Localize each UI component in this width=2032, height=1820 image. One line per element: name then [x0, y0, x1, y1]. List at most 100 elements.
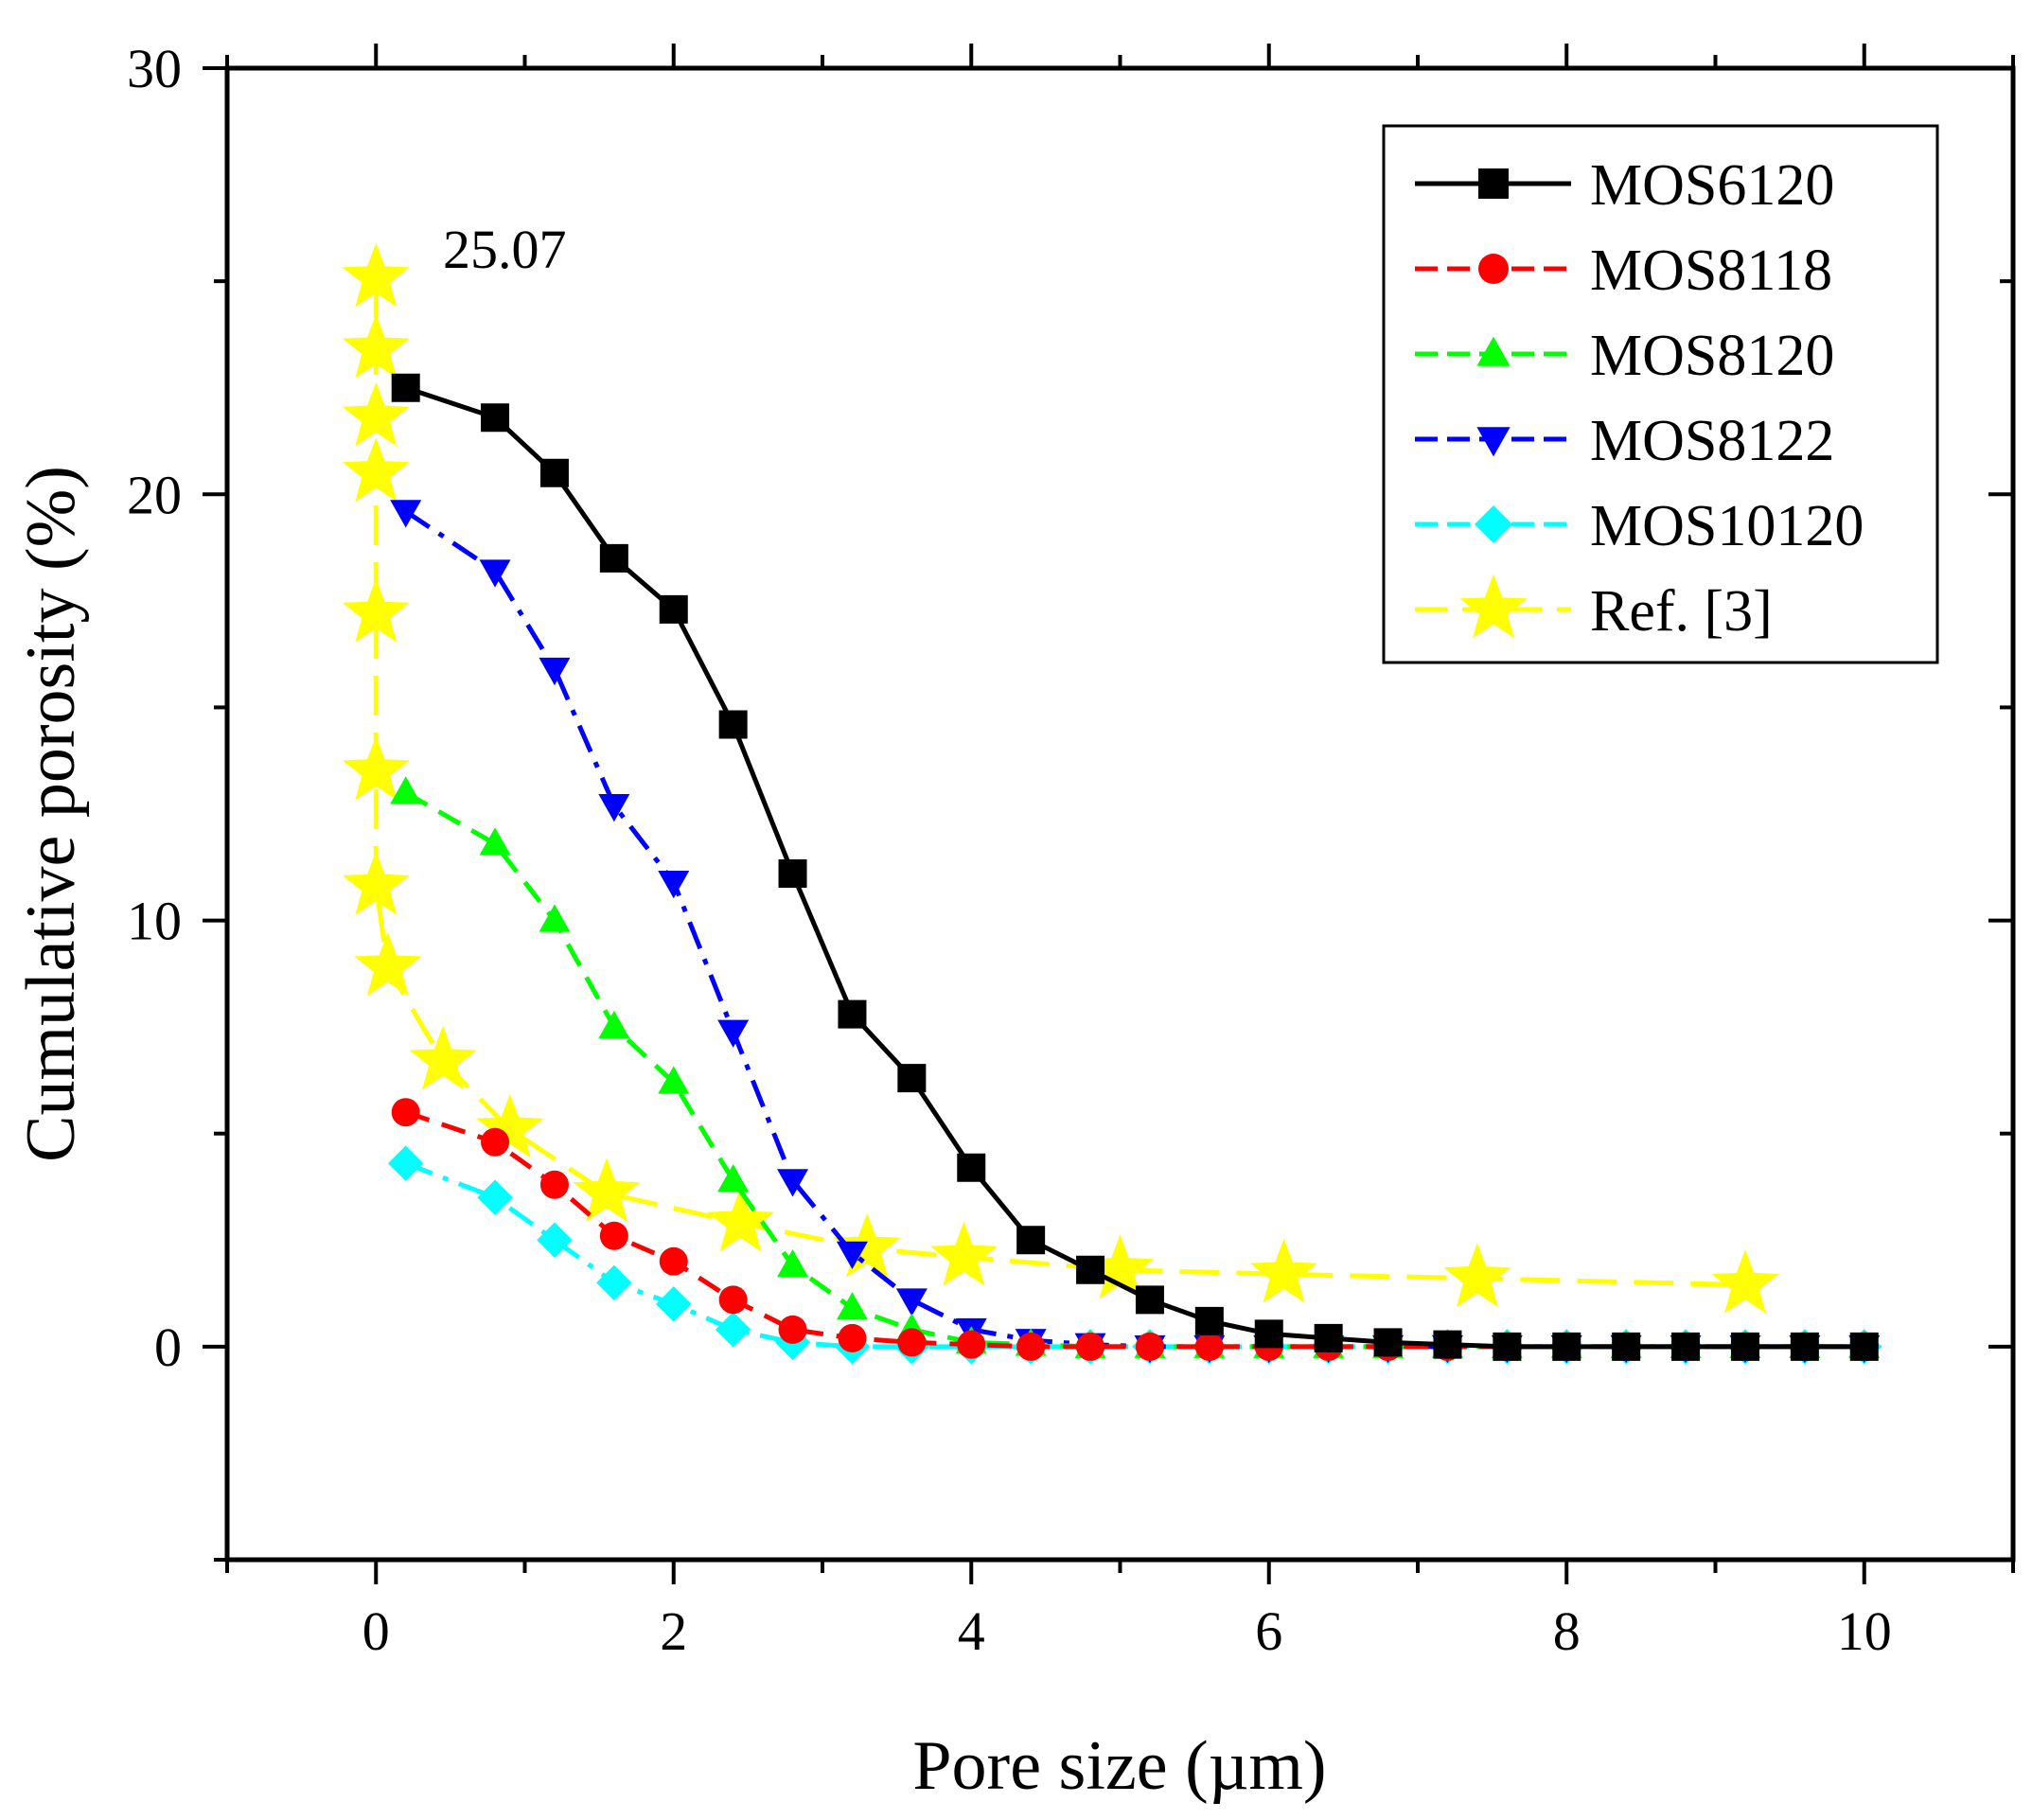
legend-label-mos8122: MOS8122	[1590, 409, 1834, 473]
data-point-mos8122	[717, 1019, 750, 1048]
axis-ticks	[203, 44, 2015, 1584]
data-point-mos6120	[1135, 1285, 1164, 1315]
legend: MOS6120 MOS8118 MOS8120 MOS8122 MOS10120 Ref.…	[1382, 124, 1939, 664]
y-tick-label: 20	[127, 464, 182, 525]
data-point-mos6120	[1194, 1306, 1224, 1335]
data-point-mos6120	[957, 1153, 986, 1182]
data-point-mos8118	[539, 1170, 569, 1199]
data-point-ref-3	[1711, 1249, 1779, 1314]
data-point-mos6120	[1612, 1332, 1641, 1361]
legend-marker-mos10120	[1475, 505, 1512, 543]
data-point-mos6120	[1849, 1332, 1879, 1361]
legend-label-mos8120: MOS8120	[1590, 324, 1834, 388]
data-point-mos10120	[596, 1264, 632, 1301]
data-point-mos6120	[659, 594, 688, 624]
legend-label-mos10120: MOS10120	[1590, 494, 1864, 558]
data-point-mos6120	[718, 710, 748, 739]
series-mos6120	[391, 373, 1879, 1361]
data-point-mos8120	[598, 1010, 630, 1039]
data-point-mos6120	[539, 458, 569, 487]
plot-series	[342, 242, 1882, 1365]
data-point-ref-3	[342, 242, 410, 308]
data-point-mos6120	[391, 373, 420, 402]
data-point-mos8120	[658, 1066, 690, 1094]
y-tick-label: 30	[127, 38, 182, 99]
y-axis-title: Cumulative porosity (%)	[12, 466, 90, 1162]
x-tick-label: 6	[1255, 1600, 1282, 1662]
series-ref-3	[342, 242, 1779, 1314]
x-tick-label: 2	[660, 1600, 687, 1662]
x-tick-label: 10	[1837, 1600, 1892, 1662]
data-point-mos6120	[1076, 1255, 1105, 1284]
data-point-mos8122	[479, 559, 511, 588]
data-point-mos8122	[777, 1169, 809, 1197]
data-point-mos8120	[479, 827, 511, 856]
data-point-mos8122	[598, 793, 630, 822]
legend-marker-mos6120	[1478, 168, 1509, 199]
legend-label-ref-3: Ref. [3]	[1590, 579, 1773, 644]
x-axis-title: Pore size (µm)	[912, 1727, 1326, 1805]
y-tick-label: 10	[127, 891, 182, 952]
data-point-mos8118	[1016, 1332, 1046, 1361]
data-point-mos6120	[1493, 1332, 1522, 1361]
legend-box	[1382, 124, 1939, 664]
data-point-ref-3	[342, 735, 410, 801]
data-point-mos8122	[658, 871, 690, 899]
data-point-mos6120	[838, 999, 867, 1029]
data-point-ref-3	[1443, 1243, 1511, 1308]
legend-marker-ref-3	[1459, 574, 1528, 639]
data-point-mos10120	[387, 1145, 424, 1181]
data-point-mos8122	[895, 1288, 928, 1316]
data-point-mos8118	[778, 1315, 807, 1344]
data-point-mos6120	[897, 1064, 927, 1093]
data-point-mos8118	[599, 1221, 628, 1250]
data-point-ref-3	[354, 931, 422, 997]
data-point-mos8118	[838, 1323, 867, 1352]
data-point-mos8118	[1135, 1332, 1164, 1361]
data-point-mos6120	[1314, 1323, 1343, 1352]
data-point-mos8120	[717, 1163, 750, 1193]
data-point-mos10120	[477, 1179, 513, 1216]
data-point-mos6120	[481, 403, 510, 433]
tick-labels: 0 2 4 6 8 10 0 10 20 30	[127, 38, 1892, 1662]
x-tick-label: 4	[958, 1600, 985, 1662]
legend-label-mos8118: MOS8118	[1590, 239, 1832, 303]
data-point-ref-3	[342, 437, 410, 502]
data-point-ref-3	[342, 851, 410, 915]
data-point-mos8122	[539, 657, 571, 686]
data-point-mos8120	[390, 776, 422, 804]
data-point-ref-3	[342, 578, 410, 643]
data-point-mos8118	[1194, 1332, 1224, 1361]
data-point-mos6120	[1433, 1330, 1462, 1359]
data-point-mos6120	[1671, 1332, 1701, 1361]
data-point-ref-3	[342, 313, 410, 379]
data-point-ref-3	[342, 381, 410, 447]
data-point-ref-3	[833, 1212, 901, 1278]
legend-marker-mos8122	[1476, 427, 1511, 457]
data-point-ref-3	[573, 1157, 641, 1222]
data-point-mos10120	[537, 1222, 573, 1259]
data-point-mos8120	[777, 1249, 809, 1278]
data-point-mos10120	[715, 1312, 751, 1348]
data-point-ref-3	[476, 1093, 544, 1158]
data-point-mos8118	[391, 1098, 420, 1127]
x-tick-label: 8	[1553, 1600, 1581, 1662]
data-point-mos6120	[1373, 1328, 1403, 1357]
legend-label-mos6120: MOS6120	[1590, 153, 1834, 218]
data-point-mos6120	[1790, 1332, 1819, 1361]
legend-marker-mos8118	[1478, 254, 1509, 284]
x-tick-label: 0	[362, 1600, 390, 1662]
data-point-mos8118	[897, 1328, 927, 1357]
data-point-mos6120	[1016, 1226, 1046, 1255]
data-point-mos6120	[778, 859, 807, 889]
data-point-mos8118	[718, 1285, 748, 1315]
data-point-mos8120	[836, 1292, 868, 1320]
data-point-mos8118	[1076, 1332, 1105, 1361]
data-point-mos8118	[481, 1127, 510, 1157]
data-point-mos6120	[599, 543, 628, 573]
y-tick-label: 0	[154, 1316, 182, 1378]
data-point-mos8122	[836, 1241, 868, 1270]
data-point-ref-3	[1086, 1234, 1155, 1299]
data-point-mos6120	[1730, 1332, 1759, 1361]
